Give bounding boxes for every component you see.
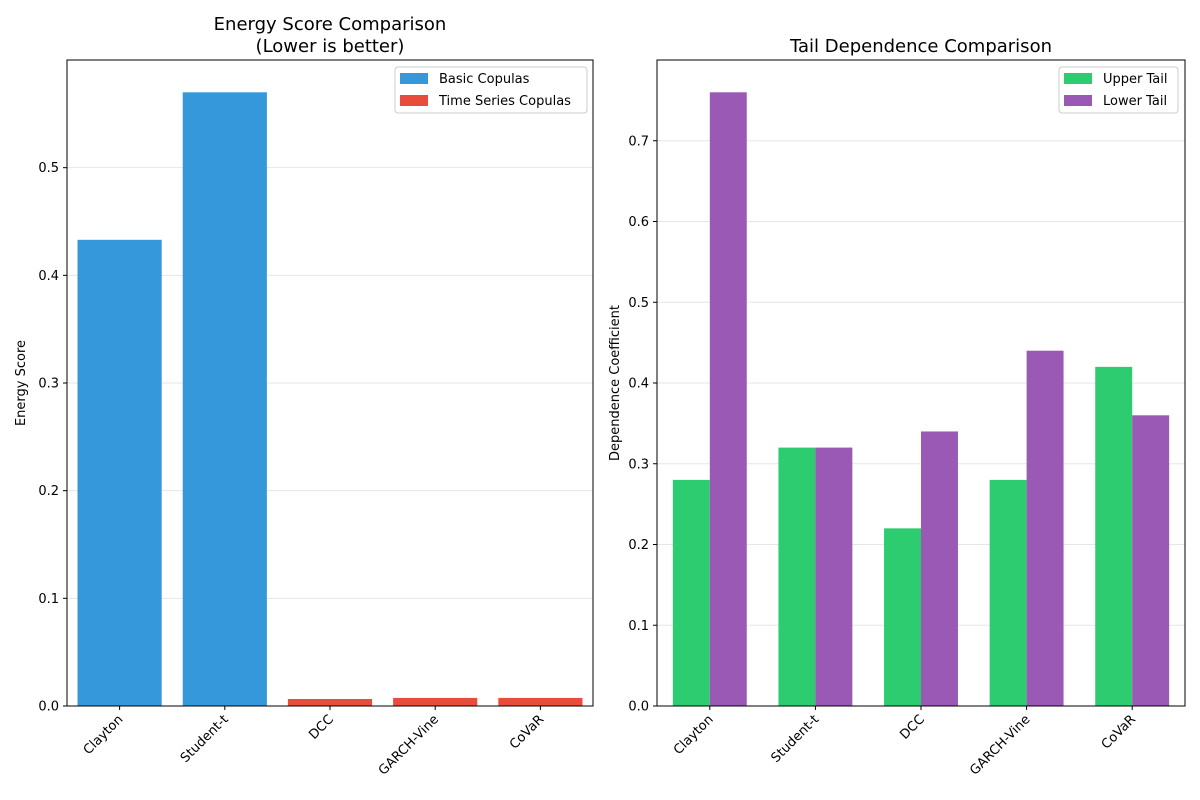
tail-dependence-bar-upper-tail-student-t [778,447,816,706]
tail-dependence-bar-upper-tail-garch-vine [989,479,1027,706]
legend-label-time-series-copulas: Time Series Copulas [438,94,571,109]
tail-dependence-y-tick-label-0-7: 0.7 [628,134,649,149]
energy-score-y-ticks: 0.0 0.1 0.2 0.3 0.4 0.5 [38,161,67,715]
energy-score-y-tick-label-0-5: 0.5 [38,161,59,176]
tail-dependence-bar-lower-tail-dcc [921,431,958,706]
legend-label-upper-tail: Upper Tail [1103,72,1167,87]
energy-score-title-line2: (Lower is better) [256,36,405,57]
tail-dependence-bar-upper-tail-covar [1095,366,1133,706]
tail-dependence-chart: 0.00.10.20.30.40.50.60.7 Clayton Student-… [608,36,1186,778]
tail-dependence-bar-lower-tail-student-t [815,447,853,706]
tail-dependence-y-tick-label-0-3: 0.3 [628,457,649,472]
tail-dependence-y-tick-label-0-5: 0.5 [628,296,649,311]
energy-score-legend: Basic Copulas Time Series Copulas [394,66,588,114]
tail-dependence-bar-lower-tail-covar [1132,415,1170,706]
tail-dependence-y-tick-label-0-0: 0.0 [628,700,649,715]
energy-score-bar-covar [498,697,583,706]
tail-dependence-y-tick-label-0-2: 0.2 [628,538,649,553]
energy-score-legend-box [394,66,588,114]
tail-dependence-y-tick-label-0-6: 0.6 [628,215,649,230]
legend-label-basic-copulas: Basic Copulas [439,72,530,87]
energy-score-bars [77,92,583,707]
tail-dependence-bar-upper-tail-clayton [672,479,710,706]
tail-dependence-y-ticks: 0.0 0.1 0.2 0.3 0.4 0.5 0.6 0.7 [628,134,657,715]
legend-swatch-lower-tail [1064,95,1092,106]
energy-score-y-tick-label-0-0: 0.0 [38,700,59,715]
tail-dependence-title: Tail Dependence Comparison [789,36,1052,57]
tail-dependence-legend: Upper Tail Lower Tail [1058,66,1179,114]
tail-dependence-y-axis-label: Dependence Coefficient [608,305,623,461]
energy-score-bar-dcc [287,699,373,706]
tail-dependence-bar-upper-tail-dcc [884,528,921,706]
energy-score-bar-clayton [77,239,162,706]
tail-dependence-bars [672,92,1170,707]
energy-score-bar-garch-vine [393,697,478,706]
legend-swatch-time-series-copulas [400,95,428,106]
tail-dependence-y-tick-label-0-1: 0.1 [628,619,649,634]
legend-swatch-upper-tail [1064,73,1092,84]
energy-score-title-line1: Energy Score Comparison [214,14,447,35]
energy-score-y-tick-label-0-4: 0.4 [38,269,59,284]
tail-dependence-y-tick-label-0-4: 0.4 [628,377,649,392]
tail-dependence-bar-lower-tail-clayton [709,92,747,707]
legend-label-lower-tail: Lower Tail [1103,94,1167,109]
tail-dependence-bar-lower-tail-garch-vine [1026,350,1064,706]
legend-swatch-basic-copulas [400,73,428,84]
energy-score-y-tick-label-0-3: 0.3 [38,377,59,392]
energy-score-y-tick-label-0-2: 0.2 [38,484,59,499]
energy-score-bar-student-t [182,92,267,707]
energy-score-y-tick-label-0-1: 0.1 [38,592,59,607]
energy-score-y-axis-label: Energy Score [14,340,29,426]
